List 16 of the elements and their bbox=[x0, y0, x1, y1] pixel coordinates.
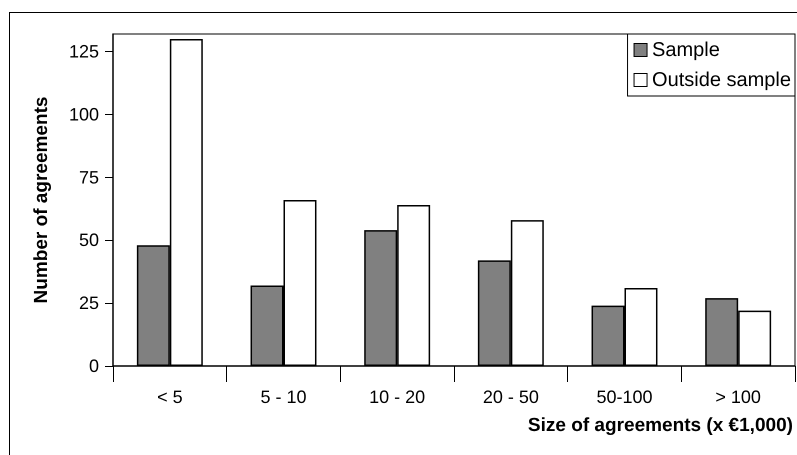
y-tick-label: 100 bbox=[68, 104, 99, 124]
x-tick-label: > 100 bbox=[715, 387, 761, 407]
y-axis-title: Number of agreements bbox=[31, 96, 52, 304]
x-tick-label: 50-100 bbox=[596, 387, 653, 407]
x-tick-label: 20 - 50 bbox=[482, 387, 539, 407]
y-tick-label: 125 bbox=[68, 42, 99, 62]
legend-label: Outside sample bbox=[652, 69, 792, 91]
y-tick-label: 75 bbox=[78, 167, 99, 188]
x-tick-label: 10 - 20 bbox=[369, 387, 426, 407]
x-tick-label: 5 - 10 bbox=[260, 387, 307, 407]
x-axis-title: Size of agreements (x €1,000) bbox=[528, 415, 793, 436]
y-tick-label: 25 bbox=[78, 293, 99, 314]
y-tick-label: 50 bbox=[78, 230, 99, 250]
x-tick-label: < 5 bbox=[157, 387, 183, 407]
y-tick-label: 0 bbox=[88, 356, 99, 376]
legend-label: Sample bbox=[652, 39, 720, 61]
